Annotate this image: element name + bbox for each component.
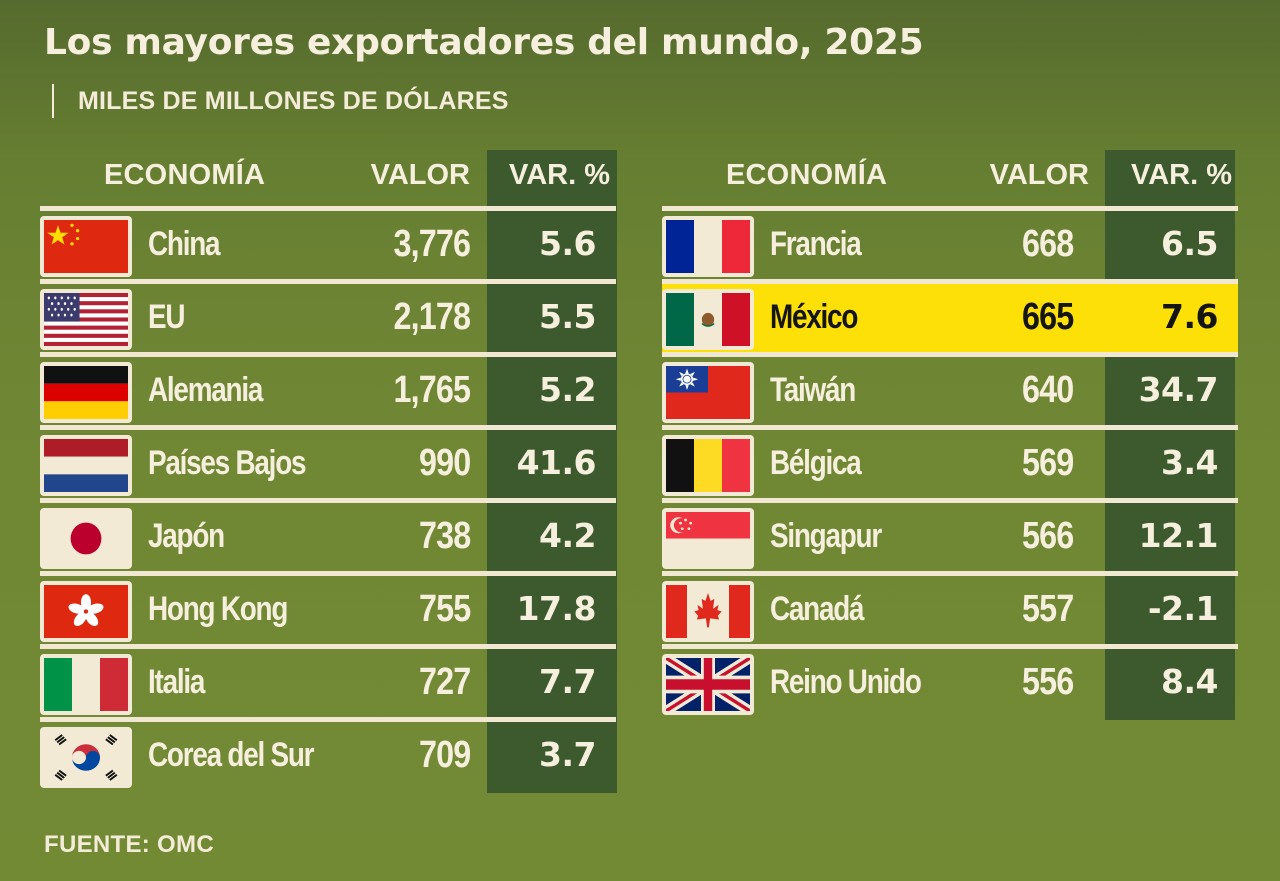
table-row: Hong Kong 755 17.8 [40, 571, 616, 644]
header-var: VAR. % [509, 159, 610, 191]
economy-name: Singapur [770, 517, 882, 555]
table-row: Francia 668 6.5 [662, 206, 1238, 279]
france-flag-icon [662, 216, 754, 277]
header-var: VAR. % [1131, 159, 1232, 191]
table-header: ECONOMÍA VALOR VAR. % [662, 150, 1238, 206]
right-table: ECONOMÍA VALOR VAR. % Francia 668 6.5 Mé… [662, 150, 1238, 720]
economy-name: China [148, 225, 221, 263]
export-value: 755 [418, 588, 471, 630]
economy-name: Japón [148, 517, 225, 555]
economy-name: Taiwán [770, 371, 856, 409]
economy-name: Reino Unido [770, 663, 922, 701]
table-row: Japón 738 4.2 [40, 498, 616, 571]
variation-percent: 5.2 [539, 370, 596, 409]
hong-kong-flag-icon [40, 581, 132, 642]
variation-percent: 6.5 [1161, 224, 1218, 263]
china-flag-icon [40, 216, 132, 277]
economy-name: Hong Kong [148, 590, 288, 628]
italy-flag-icon [40, 654, 132, 715]
south-korea-flag-icon [40, 727, 132, 788]
export-value: 727 [418, 661, 471, 703]
subtitle-block: MILES DE MILLONES DE DÓLARES [52, 84, 509, 118]
header-economy: ECONOMÍA [104, 159, 266, 191]
economy-name: Canadá [770, 590, 865, 628]
variation-percent: 7.7 [539, 662, 596, 701]
export-value: 990 [418, 442, 471, 484]
export-value: 557 [1021, 588, 1074, 630]
variation-percent: 3.4 [1161, 443, 1218, 482]
table-header: ECONOMÍA VALOR VAR. % [40, 150, 616, 206]
table-row: Taiwán 640 34.7 [662, 352, 1238, 425]
table-row-highlighted: México 665 7.6 [662, 279, 1238, 352]
subtitle: MILES DE MILLONES DE DÓLARES [78, 86, 509, 115]
economy-name: Alemania [148, 371, 263, 409]
germany-flag-icon [40, 362, 132, 423]
table-row: Singapur 566 12.1 [662, 498, 1238, 571]
taiwan-flag-icon [662, 362, 754, 423]
export-value: 640 [1021, 369, 1074, 411]
export-value: 3,776 [393, 223, 470, 265]
netherlands-flag-icon [40, 435, 132, 496]
canada-flag-icon [662, 581, 754, 642]
var-column-background [1105, 150, 1235, 720]
economy-name: Italia [148, 663, 205, 701]
table-row: Bélgica 569 3.4 [662, 425, 1238, 498]
table-row: EU 2,178 5.5 [40, 279, 616, 352]
variation-percent: 8.4 [1161, 662, 1218, 701]
usa-flag-icon [40, 289, 132, 350]
variation-percent: 3.7 [539, 735, 596, 774]
variation-percent: 41.6 [516, 443, 597, 482]
economy-name: Francia [770, 225, 862, 263]
var-column-background [487, 150, 617, 793]
export-value: 738 [418, 515, 471, 557]
header-economy: ECONOMÍA [726, 159, 888, 191]
export-value: 566 [1021, 515, 1074, 557]
variation-percent: 12.1 [1138, 516, 1219, 555]
variation-percent: 7.6 [1161, 297, 1218, 336]
table-row: Países Bajos 990 41.6 [40, 425, 616, 498]
header-value: VALOR [989, 159, 1089, 191]
subtitle-divider [52, 84, 54, 118]
variation-percent: 4.2 [539, 516, 596, 555]
economy-name: Bélgica [770, 444, 862, 482]
economy-name: Países Bajos [148, 444, 307, 482]
belgium-flag-icon [662, 435, 754, 496]
export-value: 709 [418, 734, 471, 776]
table-row: Reino Unido 556 8.4 [662, 644, 1238, 717]
table-row: Corea del Sur 709 3.7 [40, 717, 616, 790]
economy-name: Corea del Sur [148, 736, 315, 774]
variation-percent: 17.8 [516, 589, 597, 628]
table-row: Canadá 557 -2.1 [662, 571, 1238, 644]
export-value: 556 [1021, 661, 1074, 703]
header-value: VALOR [370, 159, 470, 191]
export-value: 668 [1021, 223, 1074, 265]
variation-percent: 5.6 [539, 224, 596, 263]
japan-flag-icon [40, 508, 132, 569]
page-title: Los mayores exportadores del mundo, 2025 [44, 22, 924, 63]
export-value: 665 [1021, 296, 1074, 338]
uk-flag-icon [662, 654, 754, 715]
source-note: FUENTE: OMC [44, 831, 214, 858]
table-row: Alemania 1,765 5.2 [40, 352, 616, 425]
economy-name: México [770, 298, 858, 336]
mexico-flag-icon [662, 289, 754, 350]
left-table: ECONOMÍA VALOR VAR. % China 3,776 5.6 EU… [40, 150, 617, 793]
export-value: 569 [1021, 442, 1074, 484]
export-value: 2,178 [393, 296, 470, 338]
export-value: 1,765 [393, 369, 470, 411]
variation-percent: -2.1 [1147, 589, 1219, 628]
table-row: China 3,776 5.6 [40, 206, 616, 279]
variation-percent: 34.7 [1138, 370, 1219, 409]
singapore-flag-icon [662, 508, 754, 569]
variation-percent: 5.5 [539, 297, 596, 336]
economy-name: EU [148, 298, 186, 336]
table-row: Italia 727 7.7 [40, 644, 616, 717]
